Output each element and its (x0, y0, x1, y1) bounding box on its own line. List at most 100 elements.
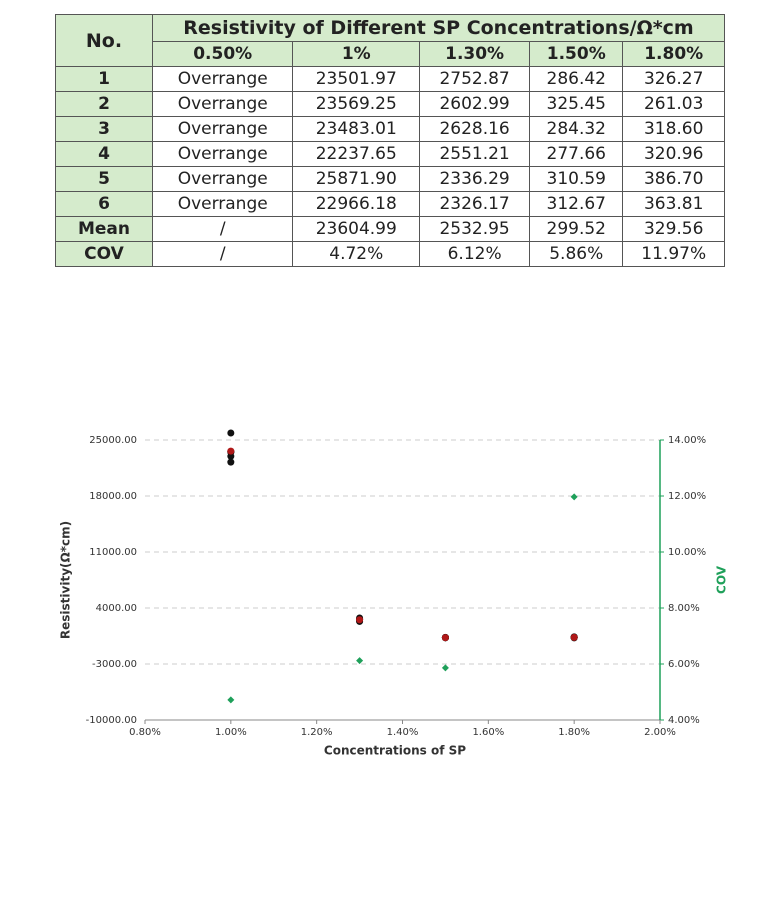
x-tick-label: 1.00% (215, 727, 247, 738)
point (441, 634, 449, 642)
table-cell: Overrange (151, 191, 294, 217)
point (227, 458, 235, 466)
y2-tick-label: 6.00% (668, 659, 700, 670)
table-cell: 2752.87 (419, 66, 531, 92)
table-cell: 261.03 (622, 91, 725, 117)
table-cell: 320.96 (622, 141, 725, 167)
table-cell: 6 (55, 191, 153, 217)
table-cell: 299.52 (529, 216, 624, 242)
table-cell: Mean (55, 216, 153, 242)
table-cell: 312.67 (529, 191, 624, 217)
point (227, 447, 235, 455)
table-cell: 4.72% (292, 241, 421, 267)
point (356, 616, 364, 624)
table-cell: 386.70 (622, 166, 725, 192)
table-cell: 5.86% (529, 241, 624, 267)
table-cell: 2628.16 (419, 116, 531, 142)
table-cell: Overrange (151, 91, 294, 117)
table-cell: Overrange (151, 66, 294, 92)
table-cell: Overrange (151, 116, 294, 142)
point (227, 452, 235, 460)
table-cell: 0.50% (151, 41, 294, 67)
table-cell: / (151, 216, 294, 242)
table-row: 2 Overrange 23569.25 2602.99 325.45 261.03 (55, 91, 725, 117)
table-cell: 23569.25 (292, 91, 421, 117)
y2-tick-label: 4.00% (668, 715, 700, 726)
y2-tick-label: 10.00% (668, 547, 706, 558)
table-cell: 310.59 (529, 166, 624, 192)
page: No. Resistivity of Different SP Concentra… (55, 14, 729, 758)
y-tick-label: 18000.00 (89, 491, 137, 502)
table-row: Mean/23604.99 2532.95 299.52 329.56 (55, 216, 725, 242)
table-row: 5 Overrange 25871.90 2336.29 310.59 386.70 (55, 166, 725, 192)
point (570, 493, 578, 501)
table-cell: 3 (55, 116, 153, 142)
table-cell: 2326.17 (419, 191, 531, 217)
table-cell: Overrange (151, 166, 294, 192)
point (356, 657, 364, 665)
table-cell: 25871.90 (292, 166, 421, 192)
table-cell: 22237.65 (292, 141, 421, 167)
table-cell: No. (55, 14, 153, 67)
table-cell: Resistivity of Different SP Concentratio… (152, 14, 725, 42)
y-tick-label: -3000.00 (92, 659, 137, 670)
table-cell: 6.12% (419, 241, 531, 267)
table-row: 4 Overrange 22237.65 2551.21 277.66 320.96 (55, 141, 725, 167)
table-cell: 1% (292, 41, 421, 67)
table-cell: 277.66 (529, 141, 624, 167)
y-tick-label: 25000.00 (89, 435, 137, 446)
table-row: No. Resistivity of Different SP Concentra… (55, 14, 725, 67)
y-tick-label: 4000.00 (96, 603, 137, 614)
y2-tick-label: 8.00% (668, 603, 700, 614)
table-row: 6 Overrange 22966.18 2326.17 312.67 363.81 (55, 191, 725, 217)
table-cell: 1.50% (529, 41, 624, 67)
table-cell: 22966.18 (292, 191, 421, 217)
table-cell: 284.32 (529, 116, 624, 142)
point (441, 664, 449, 672)
table-cell: 1.80% (622, 41, 725, 67)
table-cell: 23483.01 (292, 116, 421, 142)
y-tick-label: -10000.00 (86, 715, 137, 726)
table-cell: 325.45 (529, 91, 624, 117)
point (570, 633, 578, 641)
table-cell: 4 (55, 141, 153, 167)
table-cell: 2602.99 (419, 91, 531, 117)
table-cell: 318.60 (622, 116, 725, 142)
data-table: No. Resistivity of Different SP Concentra… (55, 14, 725, 267)
table-cell: 1 (55, 66, 153, 92)
table-cell: 363.81 (622, 191, 725, 217)
table-cell: 2551.21 (419, 141, 531, 167)
table-cell: 11.97% (622, 241, 725, 267)
x-tick-label: 0.80% (129, 727, 161, 738)
table-cell: Overrange (151, 141, 294, 167)
x-tick-label: 1.80% (558, 727, 590, 738)
table-row: 3 Overrange 23483.01 2628.16 284.32 318.60 (55, 116, 725, 142)
table-cell: 2336.29 (419, 166, 531, 192)
table-cell: 23501.97 (292, 66, 421, 92)
x-tick-label: 1.60% (472, 727, 504, 738)
x-tick-label: 1.20% (301, 727, 333, 738)
table-cell: 1.30% (419, 41, 531, 67)
table-cell: COV (55, 241, 153, 267)
point (227, 429, 235, 437)
y2-tick-label: 14.00% (668, 435, 706, 446)
x-axis-label: Concentrations of SP (324, 744, 466, 758)
table-cell: 329.56 (622, 216, 725, 242)
table-cell: 5 (55, 166, 153, 192)
x-tick-label: 1.40% (387, 727, 419, 738)
table-cell: 326.27 (622, 66, 725, 92)
table-row: 1 Overrange 23501.97 2752.87 286.42 326.27 (55, 66, 725, 92)
y-tick-label: 11000.00 (89, 547, 137, 558)
table-cell: / (151, 241, 294, 267)
y2-tick-label: 12.00% (668, 491, 706, 502)
chart: Concentrations of SP Resistivity(Ω*cm) C… (59, 429, 729, 758)
table-cell: 2 (55, 91, 153, 117)
y-axis-label: Resistivity(Ω*cm) (59, 521, 73, 639)
table-row: COV/4.72% 6.12% 5.86% 11.97% (55, 241, 725, 267)
y2-axis-label: COV (715, 565, 729, 594)
point (227, 696, 235, 704)
table-row: 0.50% 1% 1.30% 1.50% 1.80% (56, 41, 725, 67)
table-cell: 23604.99 (292, 216, 421, 242)
x-tick-label: 2.00% (644, 727, 676, 738)
table-cell: 286.42 (529, 66, 624, 92)
